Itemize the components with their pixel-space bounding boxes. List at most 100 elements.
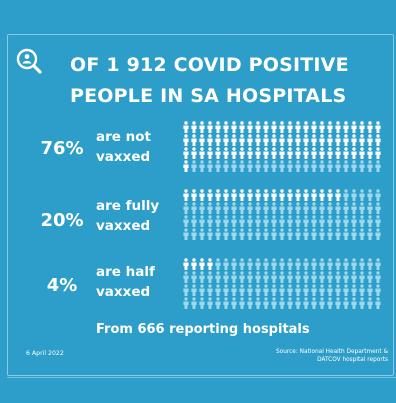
person-icon: [367, 271, 373, 283]
person-icon: [367, 297, 373, 309]
person-icon: [335, 134, 341, 146]
person-icon: [255, 202, 261, 214]
person-icon: [367, 258, 373, 270]
person-icon: [239, 284, 245, 296]
person-icon: [247, 297, 253, 309]
person-icon: [335, 297, 341, 309]
person-icon: [199, 215, 205, 227]
person-icon: [335, 121, 341, 133]
person-icon: [303, 228, 309, 240]
source-line-1: Source: National Health Department &: [275, 349, 388, 355]
person-icon: [279, 284, 285, 296]
person-icon: [327, 284, 333, 296]
person-icon: [319, 215, 325, 227]
person-icon: [351, 228, 357, 240]
person-icon: [287, 147, 293, 159]
person-icon: [343, 202, 349, 214]
person-icon: [367, 284, 373, 296]
person-icon: [215, 121, 221, 133]
person-icon: [351, 258, 357, 270]
percent-half-vaxxed: 4%: [46, 275, 78, 296]
person-icon: [263, 228, 269, 240]
person-icon: [255, 258, 261, 270]
person-icon: [343, 258, 349, 270]
reporting-hospitals-note: From 666 reporting hospitals: [96, 322, 310, 337]
person-icon: [199, 160, 205, 172]
person-icon: [335, 228, 341, 240]
person-icon: [295, 121, 301, 133]
person-icon: [303, 189, 309, 201]
person-icon: [311, 189, 317, 201]
person-icon: [239, 160, 245, 172]
person-icon: [295, 271, 301, 283]
person-icon: [247, 160, 253, 172]
person-icon: [279, 147, 285, 159]
person-icon: [215, 284, 221, 296]
person-icon: [287, 258, 293, 270]
publication-date: 6 April 2022: [26, 350, 64, 357]
person-icon: [231, 284, 237, 296]
person-icon: [183, 134, 189, 146]
person-icon: [263, 134, 269, 146]
person-icon: [239, 189, 245, 201]
person-icon: [327, 189, 333, 201]
person-icon: [327, 121, 333, 133]
person-icon: [191, 258, 197, 270]
person-icon: [335, 284, 341, 296]
person-icon: [215, 215, 221, 227]
person-icon: [311, 121, 317, 133]
person-icon: [191, 215, 197, 227]
person-icon: [255, 147, 261, 159]
person-icon: [191, 228, 197, 240]
person-icon: [287, 160, 293, 172]
person-icon: [311, 202, 317, 214]
person-icon: [223, 297, 229, 309]
person-icon: [375, 215, 381, 227]
person-icon: [303, 284, 309, 296]
person-icon: [223, 271, 229, 283]
person-icon: [375, 134, 381, 146]
percent-fully-vaxxed: 20%: [40, 210, 84, 231]
person-icon: [359, 147, 365, 159]
person-icon: [327, 147, 333, 159]
person-icon: [359, 189, 365, 201]
person-icon: [303, 258, 309, 270]
person-icon: [191, 134, 197, 146]
person-icon: [231, 258, 237, 270]
person-icon: [263, 160, 269, 172]
person-icon: [279, 202, 285, 214]
person-icon: [343, 121, 349, 133]
person-icon: [263, 297, 269, 309]
person-icon: [207, 271, 213, 283]
person-icon: [223, 147, 229, 159]
person-icon: [183, 189, 189, 201]
person-icon: [207, 121, 213, 133]
person-icon: [351, 202, 357, 214]
person-icon: [207, 258, 213, 270]
person-icon: [271, 258, 277, 270]
person-icon: [303, 134, 309, 146]
person-icon: [247, 228, 253, 240]
person-icon: [311, 297, 317, 309]
person-icon: [183, 228, 189, 240]
person-icon: [295, 284, 301, 296]
person-icon: [311, 228, 317, 240]
person-icon: [343, 284, 349, 296]
person-icon: [295, 258, 301, 270]
title-line-2: PEOPLE IN SA HOSPITALS: [70, 85, 347, 107]
person-icon: [303, 297, 309, 309]
person-icon: [231, 202, 237, 214]
person-icon: [367, 121, 373, 133]
person-icon: [191, 160, 197, 172]
person-icon: [303, 202, 309, 214]
person-icon: [375, 147, 381, 159]
person-icon: [191, 147, 197, 159]
person-icon: [231, 215, 237, 227]
person-icon: [375, 202, 381, 214]
person-icon: [231, 147, 237, 159]
person-icon: [287, 189, 293, 201]
person-icon: [295, 189, 301, 201]
person-icon: [239, 297, 245, 309]
person-icon: [239, 258, 245, 270]
person-icon: [199, 228, 205, 240]
